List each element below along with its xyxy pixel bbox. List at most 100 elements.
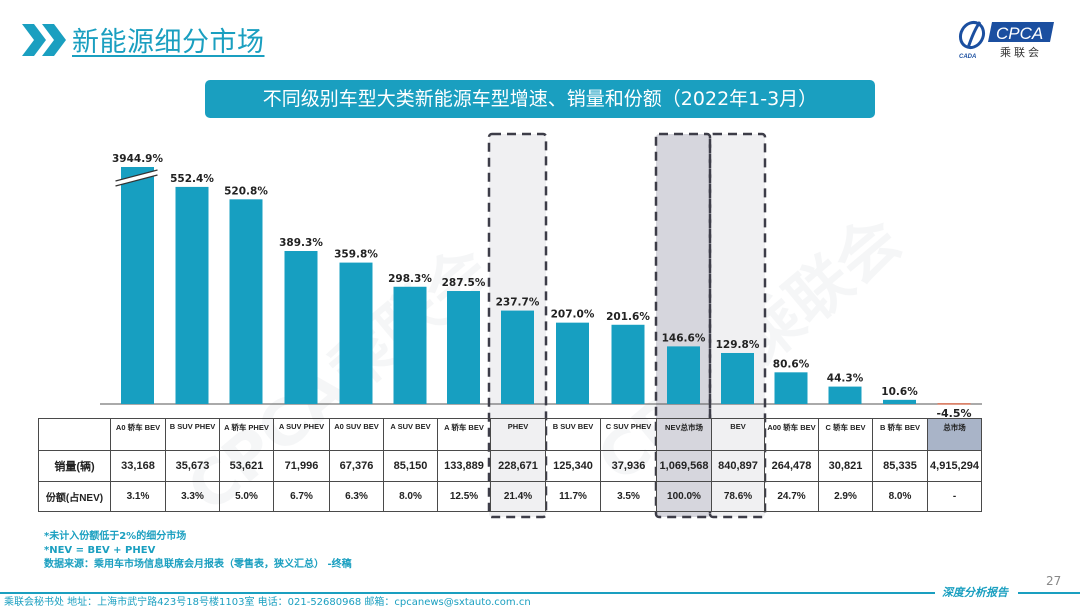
logo-small-text: CADA (959, 54, 976, 60)
bar (774, 372, 808, 404)
bar-value-label: 520.8% (224, 185, 268, 197)
bar (883, 399, 916, 404)
row-label-sales: 销量(辆) (38, 450, 111, 482)
table-header-cell: A 轿车 BEV (437, 418, 491, 451)
table-cell-sales: 85,150 (383, 450, 438, 482)
table-cell-sales: 125,340 (545, 450, 601, 482)
table-row-sales: 销量(辆) 33,168 35,673 53,621 71,996 67,376 85,1… (38, 450, 982, 482)
table-header-cell: A0 轿车 BEV (110, 418, 166, 451)
table-header-cell: A SUV BEV (383, 418, 438, 451)
bar (175, 186, 209, 404)
bar (121, 167, 154, 404)
note-line: *未计入份额低于2%的细分市场 (44, 531, 187, 542)
table-cell-sales: 37,936 (600, 450, 657, 482)
table-cell-sales: 1,069,568 (656, 450, 712, 482)
page-number: 27 (1046, 574, 1062, 588)
bar-value-label: 359.8% (334, 249, 378, 261)
row-label-share: 份额(占NEV) (38, 481, 111, 512)
bar (556, 322, 589, 404)
bar (721, 352, 754, 404)
table-cell-sales: 35,673 (165, 450, 220, 482)
page-title: 新能源细分市场 (72, 27, 265, 58)
table-header-cell: 总市场 (927, 418, 982, 451)
footer-brand: 深度分析报告 (942, 586, 1008, 599)
bar (339, 262, 373, 404)
bar (447, 291, 480, 404)
bar-value-label: -4.5% (936, 407, 971, 420)
table-cell-share: 2.9% (818, 481, 873, 512)
table-cell-sales: 33,168 (110, 450, 166, 482)
note-line: 数据来源：乘用车市场信息联席会月报表（零售表，狭义汇总） -终稿 (44, 559, 352, 570)
table-header-cell: B 轿车 BEV (872, 418, 928, 451)
table-cell-share: 3.1% (110, 481, 166, 512)
bar-value-label: 44.3% (827, 373, 864, 385)
table-cell-share: 24.7% (764, 481, 819, 512)
table-header-cell: B SUV BEV (545, 418, 601, 451)
bar (393, 286, 427, 404)
logo-subtext: 乘联会 (1000, 46, 1042, 59)
footer-contact: 乘联会秘书处 地址：上海市武宁路423号18号楼1103室 电话：021-526… (4, 597, 531, 608)
table-cell-share: 5.0% (219, 481, 274, 512)
footer-divider (0, 592, 935, 594)
bar-value-label: 201.6% (606, 311, 650, 323)
table-cell-share: 6.3% (329, 481, 384, 512)
bar (937, 403, 971, 405)
table-header-cell: A0 SUV BEV (329, 418, 384, 451)
bar (828, 386, 862, 404)
table-cell-sales: 133,889 (437, 450, 491, 482)
table-cell-share: 3.3% (165, 481, 220, 512)
table-header-cell: A SUV PHEV (273, 418, 330, 451)
table-cell-share: 8.0% (383, 481, 438, 512)
bar-value-label: 10.6% (881, 386, 918, 398)
table-cell-sales: 30,821 (818, 450, 873, 482)
table-cell-sales: 67,376 (329, 450, 384, 482)
bar (284, 251, 318, 404)
bar (611, 324, 645, 404)
bar (501, 310, 534, 404)
bar (667, 346, 700, 404)
bar-value-label: 298.3% (388, 273, 432, 285)
bar (229, 199, 263, 404)
bar-value-label: 389.3% (279, 237, 323, 249)
highlight-dashed-border (708, 132, 767, 519)
table-cell-share: - (927, 481, 982, 512)
bar-value-label: 207.0% (551, 309, 595, 321)
bar-value-label: 80.6% (773, 358, 810, 370)
table-cell-sales: 53,621 (219, 450, 274, 482)
table-cell-share: 12.5% (437, 481, 491, 512)
table-row-share: 份额(占NEV) 3.1% 3.3% 5.0% 6.7% 6.3% 8.0% 12.5% 21… (38, 481, 982, 512)
table-cell-share: 6.7% (273, 481, 330, 512)
table-cell-share: 78.6% (711, 481, 765, 512)
table-cell-share: 21.4% (490, 481, 546, 512)
bar-value-label: 552.4% (170, 173, 214, 185)
bar-value-label: 129.8% (716, 339, 760, 351)
table-corner-cell (38, 418, 111, 451)
footnotes: *未计入份额低于2%的细分市场 *NEV = BEV + PHEV 数据来源：乘… (44, 530, 352, 572)
table-header-cell: B SUV PHEV (165, 418, 220, 451)
table-cell-sales: 840,897 (711, 450, 765, 482)
bar-value-label: 287.5% (442, 277, 486, 289)
table-cell-sales: 4,915,294 (927, 450, 982, 482)
chart-title-banner: 不同级别车型大类新能源车型增速、销量和份额（2022年1-3月） (205, 80, 875, 118)
data-table: A0 轿车 BEV B SUV PHEV A 轿车 PHEV A SUV PHEV A0… (38, 418, 982, 512)
table-cell-share: 3.5% (600, 481, 657, 512)
table-cell-share: 8.0% (872, 481, 928, 512)
bar-value-label: 146.6% (662, 332, 706, 344)
table-cell-sales: 228,671 (490, 450, 546, 482)
table-cell-sales: 264,478 (764, 450, 819, 482)
table-cell-share: 11.7% (545, 481, 601, 512)
logo-text: CPCA (996, 24, 1043, 43)
cpca-logo: CADA CPCA 乘联会 (958, 20, 1054, 60)
table-cell-share: 100.0% (656, 481, 712, 512)
table-header-row: A0 轿车 BEV B SUV PHEV A 轿车 PHEV A SUV PHEV A0… (38, 418, 982, 451)
table-header-cell: C 轿车 BEV (818, 418, 873, 451)
table-header-cell: A00 轿车 BEV (764, 418, 819, 451)
table-header-cell: BEV (711, 418, 765, 451)
table-header-cell: NEV总市场 (656, 418, 712, 451)
table-cell-sales: 71,996 (273, 450, 330, 482)
chart-title: 不同级别车型大类新能源车型增速、销量和份额（2022年1-3月） (262, 88, 818, 110)
axis-break-mark (115, 169, 158, 187)
table-header-cell: A 轿车 PHEV (219, 418, 274, 451)
highlight-dashed-border (487, 132, 548, 519)
